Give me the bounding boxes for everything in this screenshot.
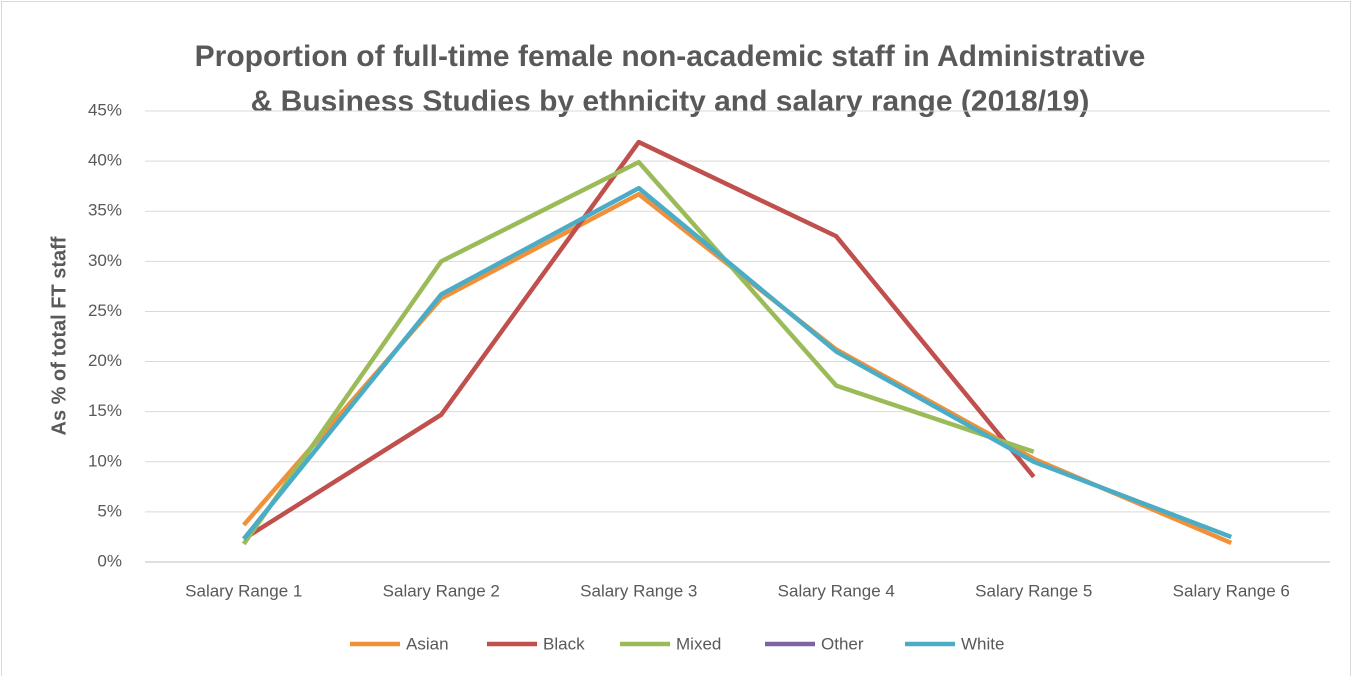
legend-label: Other: [821, 634, 864, 653]
y-axis-label: As % of total FT staff: [48, 236, 70, 435]
y-tick-label: 20%: [88, 351, 122, 370]
legend-label: Mixed: [676, 634, 721, 653]
y-tick-label: 25%: [88, 301, 122, 320]
x-tick-label: Salary Range 5: [975, 581, 1092, 600]
x-tick-label: Salary Range 1: [185, 581, 302, 600]
y-tick-label: 15%: [88, 401, 122, 420]
x-tick-label: Salary Range 4: [778, 581, 895, 600]
y-tick-label: 5%: [97, 501, 122, 520]
y-tick-label: 30%: [88, 251, 122, 270]
y-tick-label: 10%: [88, 451, 122, 470]
y-tick-label: 45%: [88, 100, 122, 119]
chart-title: & Business Studies by ethnicity and sala…: [251, 85, 1090, 118]
line-series: [242, 139, 1036, 541]
chart-title: Proportion of full-time female non-acade…: [195, 40, 1146, 73]
line-series: [242, 191, 1233, 546]
x-tick-label: Salary Range 2: [383, 581, 500, 600]
y-tick-label: 0%: [97, 551, 122, 570]
line-series: [241, 159, 1035, 546]
legend-label: White: [961, 634, 1004, 653]
line-series: [241, 185, 1233, 541]
x-tick-label: Salary Range 3: [580, 581, 697, 600]
legend-label: Asian: [406, 634, 449, 653]
y-tick-label: 35%: [88, 201, 122, 220]
x-tick-label: Salary Range 6: [1173, 581, 1290, 600]
y-tick-label: 40%: [88, 151, 122, 170]
legend-label: Black: [543, 634, 585, 653]
